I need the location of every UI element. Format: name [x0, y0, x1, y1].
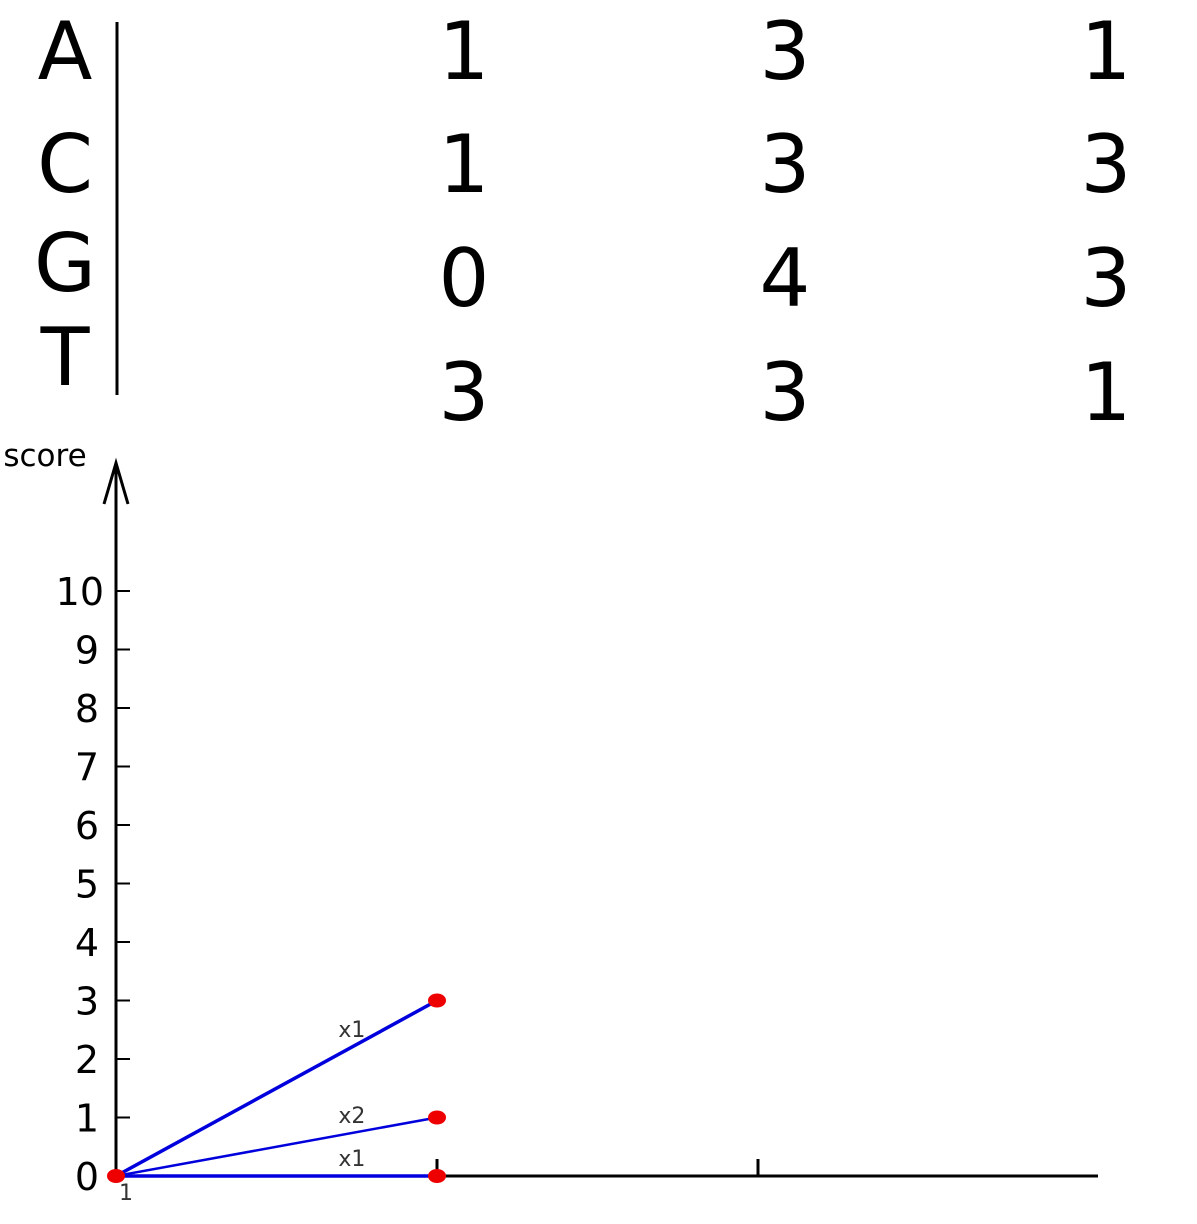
edge-line: [115, 998, 438, 1178]
matrix-cell: 3: [760, 346, 811, 439]
y-tick-label: 6: [75, 804, 99, 848]
y-tick-label: 3: [75, 980, 99, 1024]
y-tick-label: 10: [56, 570, 104, 614]
y-tick-label: 4: [75, 921, 99, 965]
edge-label: x1: [338, 1147, 365, 1172]
y-axis-title: score: [3, 438, 86, 474]
y-tick-label: 9: [75, 629, 99, 673]
y-tick-label: 2: [75, 1038, 99, 1082]
y-tick-label: 7: [75, 746, 99, 790]
edges: [115, 998, 438, 1178]
y-tick-label: 1: [75, 1097, 99, 1141]
matrix-cell: 3: [439, 346, 490, 439]
matrix-cell: 4: [760, 232, 811, 325]
edge-line: [115, 1116, 438, 1178]
matrix-cell: 0: [439, 232, 490, 325]
score-point: [107, 1169, 125, 1183]
score-point: [428, 1110, 446, 1125]
score-point: [428, 993, 446, 1008]
row-label-a: A: [38, 5, 93, 98]
matrix-cell: 3: [760, 118, 811, 211]
matrix-cell: 1: [1081, 346, 1132, 439]
count-matrix: A C G T 1 3 1 1 3 3 0 4 3 3 3 1: [34, 5, 1131, 439]
row-label-t: T: [40, 311, 91, 404]
matrix-cell: 1: [439, 118, 490, 211]
row-label-c: C: [37, 118, 93, 211]
y-ticks: 0 1 2 3 4 5 6 7 8 9 10: [56, 570, 130, 1199]
x-ticks: 1: [119, 1159, 760, 1206]
matrix-cell: 3: [760, 5, 811, 98]
edge-labels: x1 x2 x1: [338, 1018, 365, 1172]
matrix-cell: 1: [1081, 5, 1132, 98]
edge-label: x1: [338, 1018, 365, 1043]
y-tick-label: 5: [75, 863, 99, 907]
row-label-g: G: [34, 217, 96, 310]
y-tick-label: 8: [75, 687, 99, 731]
matrix-cell: 1: [439, 5, 490, 98]
score-point: [428, 1169, 446, 1183]
y-axis-arrowhead: [102, 457, 130, 505]
matrix-cell: 3: [1081, 118, 1132, 211]
edge-label: x2: [338, 1104, 365, 1129]
matrix-cell: 3: [1081, 232, 1132, 325]
y-tick-label: 0: [75, 1155, 99, 1199]
x-tick-label: 1: [119, 1181, 133, 1206]
points: [107, 993, 446, 1183]
